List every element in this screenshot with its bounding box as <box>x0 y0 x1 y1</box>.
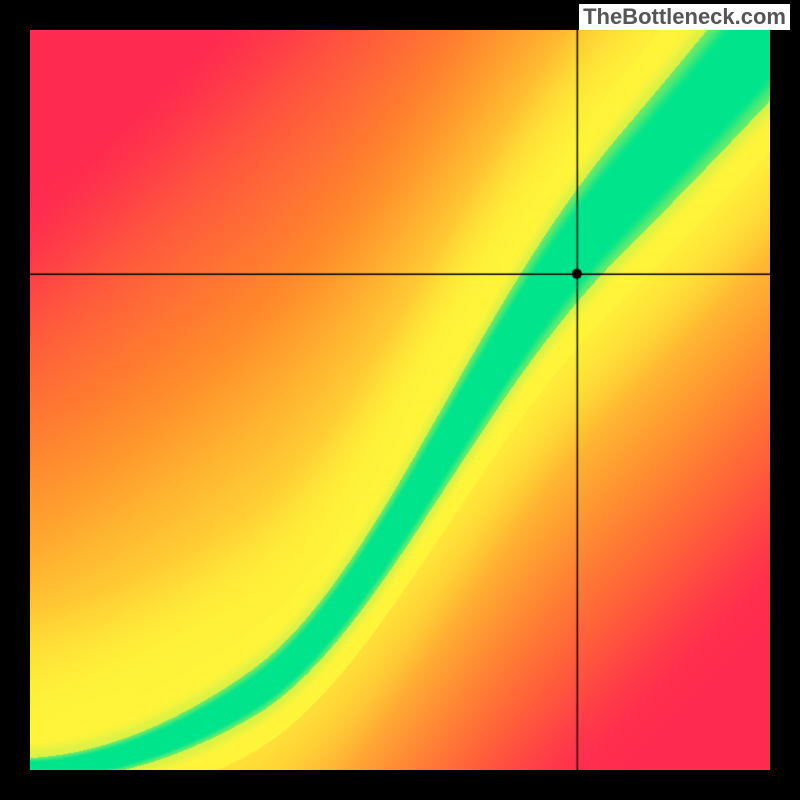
bottleneck-heatmap <box>30 30 770 770</box>
watermark-text: TheBottleneck.com <box>579 4 790 30</box>
chart-container: TheBottleneck.com <box>0 0 800 800</box>
